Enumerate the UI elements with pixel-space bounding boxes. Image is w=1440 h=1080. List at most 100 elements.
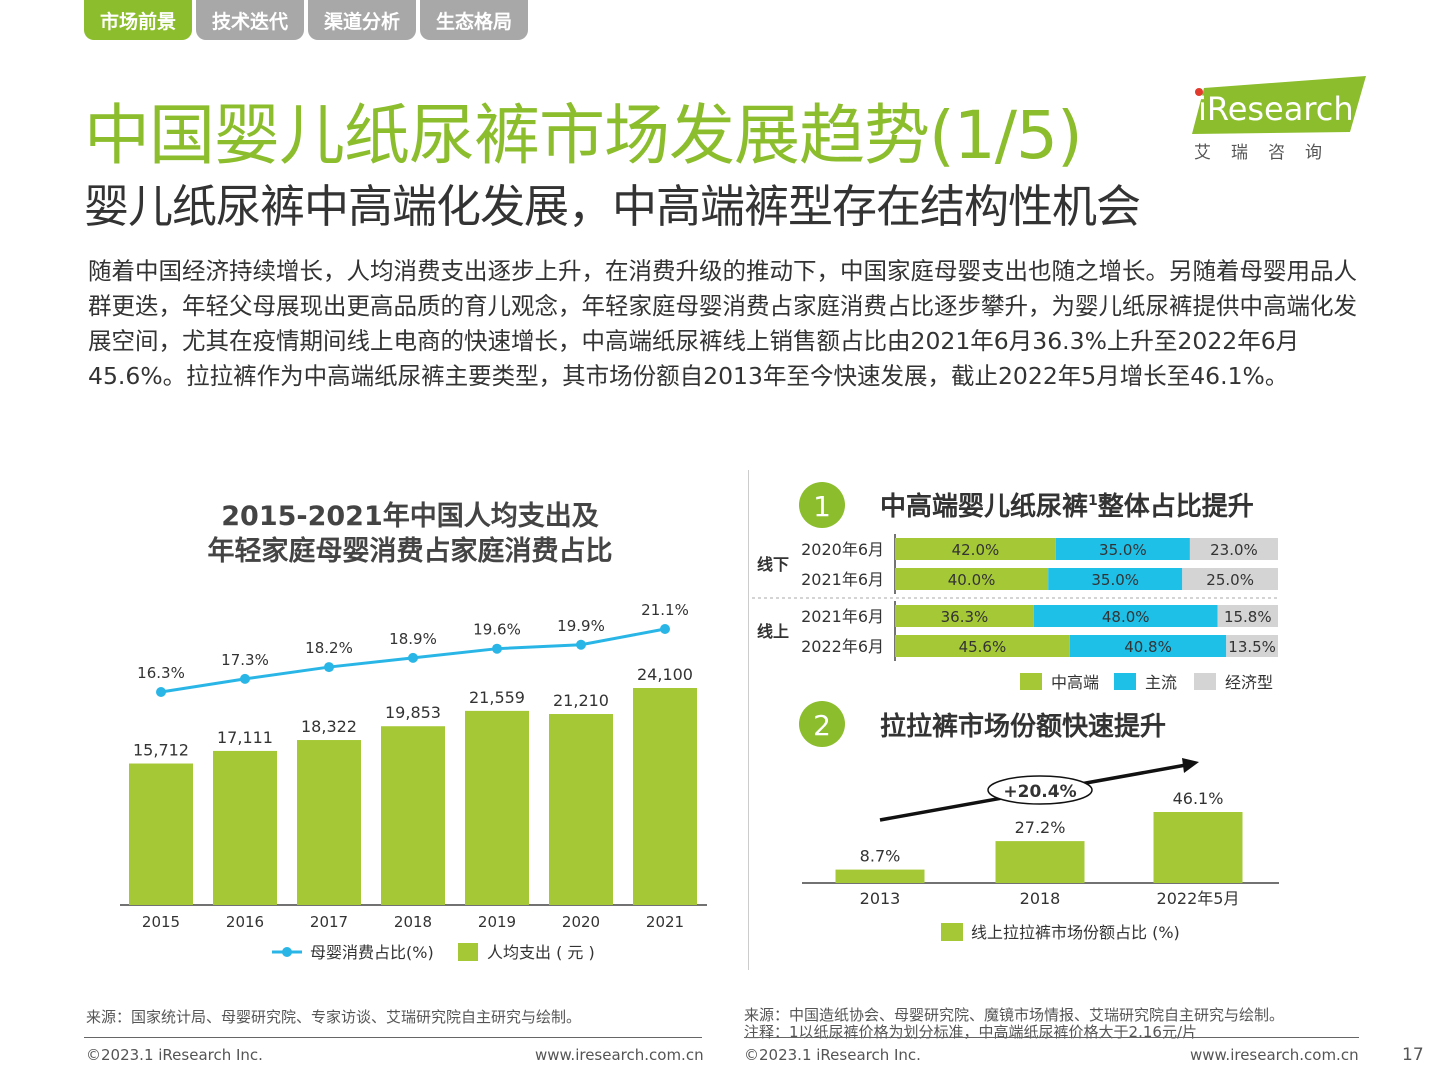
section-1-title: 中高端婴儿纸尿裤1整体占比提升 xyxy=(880,491,1254,522)
spend-bar-2015 xyxy=(129,763,193,905)
ratio-point-2016 xyxy=(240,673,250,684)
spend-label-2019: 21,559 xyxy=(469,688,525,707)
vertical-divider xyxy=(748,470,749,970)
group-label-0: 线下 xyxy=(757,555,789,574)
copyright-right: ©2023.1 iResearch Inc. xyxy=(744,1046,921,1064)
seg-label-1-1-2: 13.5% xyxy=(1228,638,1276,656)
seg-label-0-1-0: 40.0% xyxy=(948,571,996,589)
left-chart-title-line1: 2015-2021年中国人均支出及 xyxy=(221,501,599,532)
source-left: 来源：国家统计局、母婴研究院、专家访谈、艾瑞研究院自主研究与绘制。 xyxy=(86,1008,582,1026)
seg-0-0-0 xyxy=(895,538,1056,560)
page-subtitle: 婴儿纸尿裤中高端化发展，中高端裤型存在结构性机会 xyxy=(84,180,1141,233)
share-label-2: 46.1% xyxy=(1173,789,1224,808)
ratio-point-2015 xyxy=(156,687,166,697)
note-right: 注释：1以纸尿裤价格为划分标准，中高端纸尿裤价格大于2.16元/片 xyxy=(744,1023,1197,1041)
legend-line-label: 母婴消费占比(%) xyxy=(310,943,434,962)
ratio-label-2019: 19.6% xyxy=(473,621,521,639)
seg-1-1-2 xyxy=(1226,635,1278,657)
legend-bar-swatch xyxy=(458,943,478,961)
footer-line-right xyxy=(744,1037,1359,1038)
seg-1-1-0 xyxy=(895,635,1070,657)
logo-cn-text: 艾瑞咨询 xyxy=(1194,143,1342,163)
share-tick-0: 2013 xyxy=(860,889,901,908)
logo-text: iResearch xyxy=(1198,90,1354,128)
ratio-point-2020 xyxy=(576,639,586,650)
share-bar-1 xyxy=(995,841,1085,883)
legend-label-1: 主流 xyxy=(1145,673,1177,692)
seg-1-0-1 xyxy=(1033,605,1218,627)
source-right: 来源：中国造纸协会、母婴研究院、魔镜市场情报、艾瑞研究院自主研究与绘制。 xyxy=(744,1006,1285,1024)
row-label-0-1: 2021年6月 xyxy=(801,570,884,589)
section-1-badge xyxy=(799,482,845,528)
left-chart: 15,712 2015 17,111 2016 18,322 2017 19,853 2018… xyxy=(120,601,707,962)
seg-label-1-0-2: 15.8% xyxy=(1224,608,1272,626)
seg-0-1-1 xyxy=(1048,568,1183,590)
page-title: 中国婴儿纸尿裤市场发展趋势(1/5) xyxy=(84,97,1083,174)
legend-line-marker xyxy=(282,947,292,957)
tab-market-outlook[interactable]: 市场前景 xyxy=(84,0,193,40)
x-tick-2018: 2018 xyxy=(394,913,432,931)
row-label-1-1: 2022年6月 xyxy=(801,637,884,656)
seg-label-1-0-1: 48.0% xyxy=(1102,608,1150,626)
spend-bar-2018 xyxy=(381,726,445,905)
share-legend-label: 线上拉拉裤市场份额占比 (%) xyxy=(971,923,1180,942)
seg-1-1-1 xyxy=(1069,635,1227,657)
spend-label-2021: 24,100 xyxy=(637,665,693,684)
spend-bar-2016 xyxy=(213,750,277,905)
ratio-point-2021 xyxy=(660,624,670,634)
spend-label-2017: 18,322 xyxy=(301,717,357,736)
website-left[interactable]: www.iresearch.com.cn xyxy=(535,1046,704,1064)
ratio-label-2018: 18.9% xyxy=(389,630,437,648)
seg-label-1-0-0: 36.3% xyxy=(941,608,989,626)
spend-label-2015: 15,712 xyxy=(133,741,189,760)
website-right[interactable]: www.iresearch.com.cn xyxy=(1190,1046,1359,1064)
x-tick-2015: 2015 xyxy=(142,913,180,931)
legend-label-2: 经济型 xyxy=(1225,673,1273,692)
seg-label-0-0-0: 42.0% xyxy=(952,541,1000,559)
x-tick-2020: 2020 xyxy=(562,913,600,931)
ratio-label-2020: 19.9% xyxy=(557,617,605,635)
seg-label-1-1-0: 45.6% xyxy=(959,638,1007,656)
group-label-1: 线上 xyxy=(757,622,789,641)
row-label-0-0: 2020年6月 xyxy=(801,540,884,559)
share-tick-2: 2022年5月 xyxy=(1157,889,1240,908)
x-tick-2019: 2019 xyxy=(478,913,516,931)
body-paragraph: 随着中国经济持续增长，人均消费支出逐步上升，在消费升级的推动下，中国家庭母婴支出… xyxy=(88,257,1357,390)
section-1-number: 1 xyxy=(813,490,831,523)
seg-1-0-2 xyxy=(1217,605,1278,627)
spend-label-2018: 19,853 xyxy=(385,703,441,722)
ratio-point-2019 xyxy=(492,643,502,654)
share-label-1: 27.2% xyxy=(1015,818,1066,837)
spend-label-2020: 21,210 xyxy=(553,691,609,710)
x-tick-2021: 2021 xyxy=(646,913,684,931)
ratio-label-2015: 16.3% xyxy=(137,664,185,682)
iresearch-logo: iResearch xyxy=(1192,76,1366,134)
share-bar-2 xyxy=(1153,812,1243,883)
copyright-left: ©2023.1 iResearch Inc. xyxy=(86,1046,263,1064)
trend-arrow-head xyxy=(1182,758,1199,773)
tab-channel-analysis[interactable]: 渠道分析 xyxy=(308,0,417,40)
section-2-badge xyxy=(799,701,845,747)
seg-label-0-0-2: 23.0% xyxy=(1210,541,1258,559)
seg-1-0-0 xyxy=(895,605,1034,627)
ratio-point-2017 xyxy=(324,662,334,673)
growth-bubble xyxy=(987,775,1093,805)
spend-bar-2020 xyxy=(549,714,613,905)
section-2-title: 拉拉裤市场份额快速提升 xyxy=(880,711,1166,742)
page-number: 17 xyxy=(1402,1045,1424,1065)
legend-bar-label: 人均支出 ( 元 ) xyxy=(487,943,595,962)
footer-line-left xyxy=(84,1037,702,1038)
share-bar-0 xyxy=(835,869,925,883)
section-2-number: 2 xyxy=(813,709,831,742)
seg-0-1-0 xyxy=(895,568,1049,590)
ratio-label-2021: 21.1% xyxy=(641,601,689,619)
tab-tech-iteration[interactable]: 技术迭代 xyxy=(196,0,305,40)
legend-swatch-2 xyxy=(1194,673,1216,690)
tab-ecosystem[interactable]: 生态格局 xyxy=(420,0,529,40)
share-legend-swatch xyxy=(941,923,963,941)
share-label-0: 8.7% xyxy=(860,847,901,866)
share-tick-1: 2018 xyxy=(1020,889,1061,908)
spend-bar-2019 xyxy=(465,710,529,905)
section-tabs: 市场前景 技术迭代 渠道分析 生态格局 xyxy=(84,0,529,40)
